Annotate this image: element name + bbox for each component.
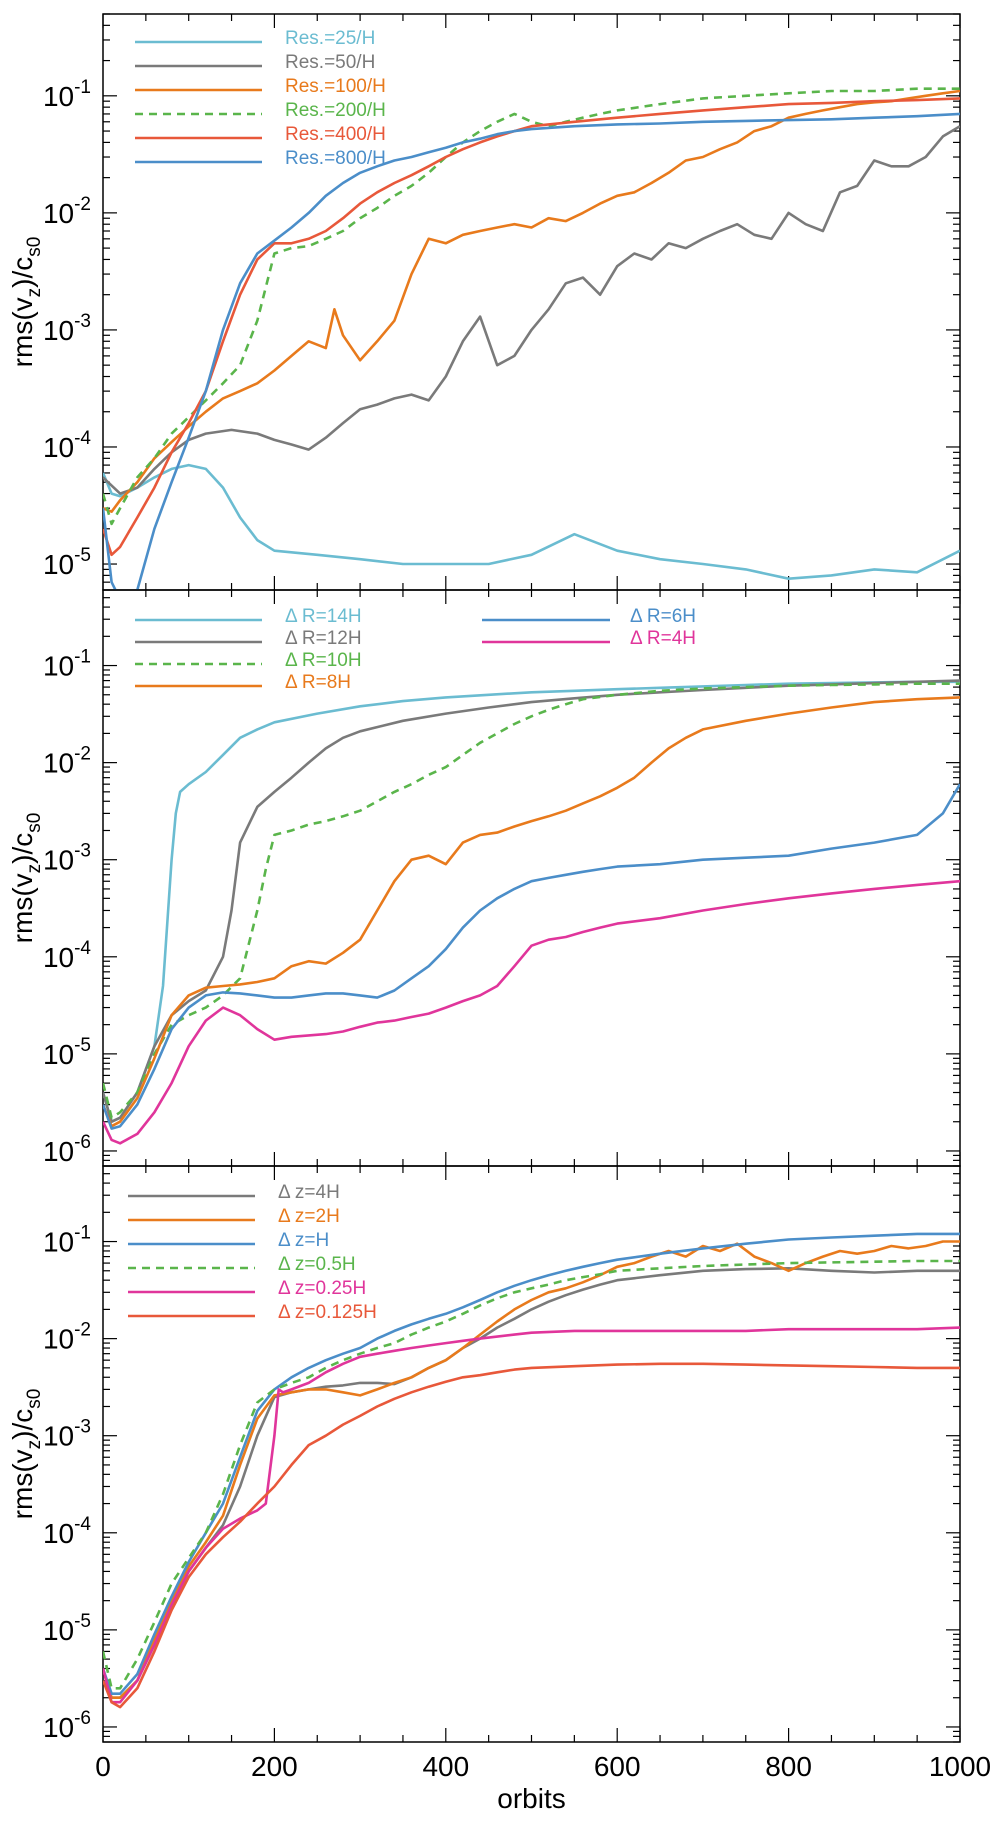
series-line-3 [103, 696, 960, 1128]
y-tick-label: 10-2 [43, 744, 91, 779]
legend-label: Δ z=0.5H [278, 1254, 356, 1275]
series-line-0 [103, 463, 960, 580]
y-tick-label: 10-3 [43, 311, 91, 346]
legend-label: Δ z=4H [278, 1182, 340, 1203]
legend-label: Δ R=6H [630, 606, 696, 627]
legend-label: Δ R=14H [285, 606, 362, 627]
y-tick-label: 10-3 [43, 1417, 91, 1452]
panels: 10-5 10-4 10-3 10-2 10-1 rms(vz)/cs0 Res.=25/H… [7, 13, 991, 1814]
series-line-1 [103, 125, 960, 495]
legend-label: Res.=800/H [285, 148, 386, 169]
x-tick-label: 0 [95, 1751, 111, 1782]
legend-label: Δ z=0.125H [278, 1302, 377, 1323]
series-line-1 [103, 1240, 960, 1699]
series-group [103, 87, 960, 590]
x-tick-label: 200 [251, 1751, 298, 1782]
legend-label: Res.=400/H [285, 124, 386, 145]
series-group [103, 679, 960, 1145]
x-axis-label: orbits [497, 1783, 565, 1814]
series-group [103, 1232, 960, 1709]
legend-label: Res.=50/H [285, 52, 375, 73]
x-tick-label: 800 [765, 1751, 812, 1782]
y-tick-label: 10-1 [43, 77, 91, 112]
series-line-2 [103, 1232, 960, 1695]
series-line-5 [103, 112, 960, 590]
y-tick-label: 10-6 [43, 1132, 91, 1167]
legend-label: Res.=25/H [285, 28, 375, 49]
legend-label: Δ R=10H [285, 650, 362, 671]
x-tick-label: 1000 [929, 1751, 991, 1782]
series-line-2 [103, 682, 960, 1119]
legend-label: Res.=200/H [285, 100, 386, 121]
y-tick-label: 10-3 [43, 841, 91, 876]
legend-label: Δ R=4H [630, 628, 696, 649]
y-tick-label: 10-4 [43, 1514, 91, 1549]
y-tick-label: 10-4 [43, 428, 91, 463]
y-tick-label: 10-2 [43, 1320, 91, 1355]
series-line-4 [103, 97, 960, 557]
series-line-3 [103, 87, 960, 526]
panel-resolution: 10-5 10-4 10-3 10-2 10-1 rms(vz)/cs0 Res.=25/H… [7, 13, 961, 591]
legend: Res.=25/H Res.=50/H Res.=100/H Res.=200/H Re… [135, 28, 386, 169]
y-axis-label: rms(vz)/cs0 [7, 1389, 45, 1520]
series-line-4 [103, 1326, 960, 1704]
series-line-5 [103, 879, 960, 1145]
panel-radial-extent: 10-6 10-5 10-4 10-3 10-2 10-1 rms(vz)/cs0 Δ R=1… [7, 589, 961, 1167]
series-line-2 [103, 89, 960, 513]
legend-label: Δ z=0.25H [278, 1278, 366, 1299]
legend: Δ z=4H Δ z=2H Δ z=H Δ z=0.5H Δ z=0.25H Δ z=0.… [128, 1182, 377, 1323]
legend-label: Δ z=H [278, 1230, 329, 1251]
y-axis-label: rms(vz)/cs0 [7, 813, 45, 944]
legend-label: Δ z=2H [278, 1206, 340, 1227]
series-line-0 [103, 680, 960, 1123]
panel-vertical-extent: 10-6 10-5 10-4 10-3 10-2 10-1 0 200 400 600 800 100… [7, 1165, 991, 1814]
y-tick-label: 10-1 [43, 1223, 91, 1258]
x-tick-label: 400 [422, 1751, 469, 1782]
legend-label: Res.=100/H [285, 76, 386, 97]
y-tick-label: 10-2 [43, 194, 91, 229]
series-line-4 [103, 783, 960, 1130]
series-line-3 [103, 1259, 960, 1690]
y-tick-label: 10-4 [43, 938, 91, 973]
y-tick-label: 10-1 [43, 647, 91, 682]
series-line-5 [103, 1362, 960, 1709]
y-tick-label: 10-6 [43, 1708, 91, 1743]
y-tick-label: 10-5 [43, 1611, 91, 1646]
y-tick-label: 10-5 [43, 545, 91, 580]
y-tick-label: 10-5 [43, 1035, 91, 1070]
legend-label: Δ R=12H [285, 628, 362, 649]
legend-label: Δ R=8H [285, 672, 351, 693]
y-axis-label: rms(vz)/cs0 [7, 237, 45, 368]
x-tick-label: 600 [594, 1751, 641, 1782]
